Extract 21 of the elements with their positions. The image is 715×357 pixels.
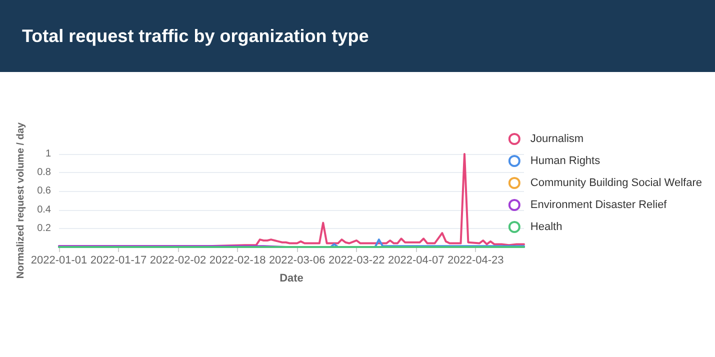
y-tick-label: 0.6	[37, 186, 52, 197]
x-axis-title: Date	[280, 272, 304, 284]
x-tick-label: 2022-03-06	[268, 254, 326, 266]
x-tick-label: 2022-03-22	[328, 254, 385, 266]
y-axis-title: Normalized request volume / day	[16, 122, 27, 279]
x-tick-label: 2022-01-01	[30, 254, 88, 266]
y-tick-label: 0.2	[37, 222, 52, 234]
legend-label: Human Rights	[530, 155, 601, 167]
y-tick-label: 0.4	[37, 204, 52, 216]
legend-label: Community Building Social Welfare	[530, 177, 702, 189]
x-tick-label: 2022-02-02	[150, 254, 206, 266]
chart-title: Total request traffic by organization type	[22, 26, 369, 46]
y-tick-label: 1	[45, 148, 52, 160]
x-tick-label: 2022-04-07	[388, 254, 444, 266]
legend-label: Journalism	[530, 133, 584, 145]
legend-label: Health	[530, 221, 562, 233]
x-tick-label: 2022-01-17	[90, 254, 147, 266]
y-tick-label: 0.8	[37, 167, 52, 178]
x-tick-label: 2022-02-18	[209, 254, 266, 266]
x-tick-label: 2022-04-23	[448, 254, 504, 266]
legend-label: Environment Disaster Relief	[530, 199, 668, 211]
